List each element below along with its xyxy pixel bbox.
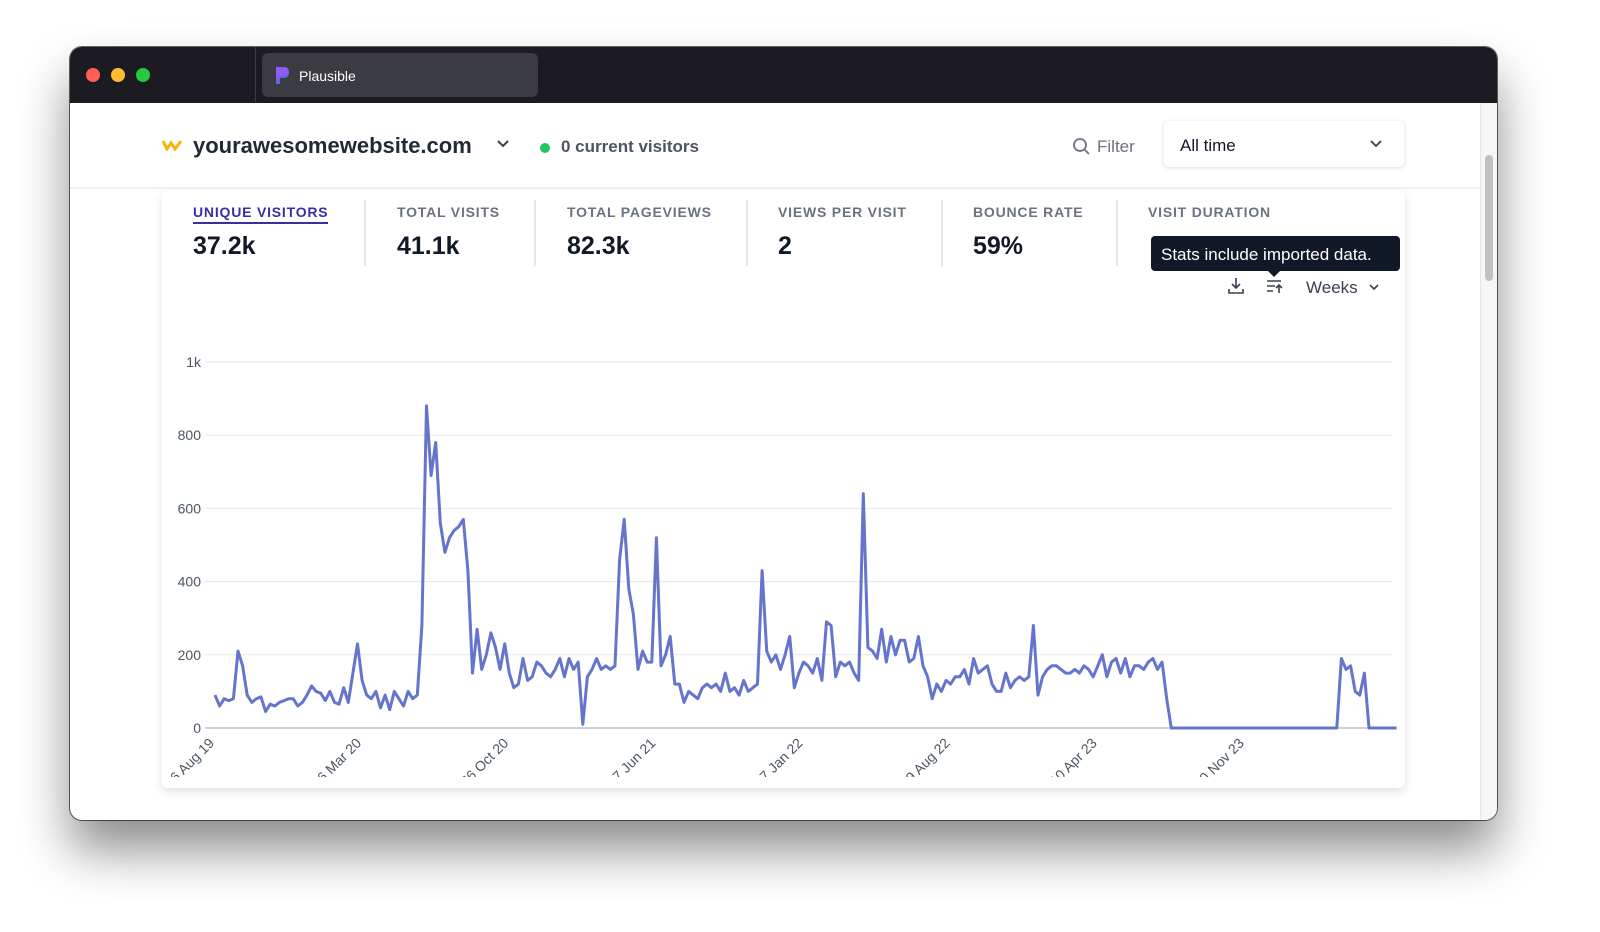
x-tick-label: 7 Jun 21 xyxy=(609,735,658,777)
interval-select[interactable]: Weeks xyxy=(1306,278,1358,297)
metric-value: 59% xyxy=(973,232,1024,260)
header: yourawesomewebsite.com 0 current visitor… xyxy=(70,103,1480,189)
line-series xyxy=(213,404,1397,730)
current-visitors[interactable]: 0 current visitors xyxy=(561,137,699,156)
tab-icon xyxy=(276,67,289,84)
site-chevron[interactable] xyxy=(496,139,510,149)
tab-separator xyxy=(255,47,256,103)
metric-value: 2 xyxy=(778,232,792,260)
period-label: All time xyxy=(1180,136,1236,155)
filter-button[interactable]: Filter xyxy=(1097,137,1135,156)
scrollbar xyxy=(1480,103,1497,820)
metric-separator xyxy=(746,200,748,266)
browser-window: Plausible yourawesomewebsite.com 0 curre… xyxy=(70,47,1497,820)
metric-label[interactable]: BOUNCE RATE xyxy=(973,204,1084,220)
site-name[interactable]: yourawesomewebsite.com xyxy=(193,133,472,158)
close-button[interactable] xyxy=(86,68,100,82)
search-icon xyxy=(1073,138,1090,155)
metric-separator xyxy=(1116,200,1118,266)
metric-label[interactable]: VIEWS PER VISIT xyxy=(778,204,907,220)
y-tick-label: 0 xyxy=(193,720,201,736)
metric-value: 41.1k xyxy=(397,232,460,260)
scrollbar-thumb[interactable] xyxy=(1485,155,1493,281)
x-tick-label: 26 Oct 20 xyxy=(457,735,511,777)
metric-label[interactable]: VISIT DURATION xyxy=(1148,204,1271,220)
metric-value: 82.3k xyxy=(567,232,630,260)
x-tick-label: 6 Aug 19 xyxy=(167,735,218,777)
live-dot xyxy=(540,143,550,153)
period-chevron xyxy=(1370,140,1382,148)
metric-label[interactable]: UNIQUE VISITORS xyxy=(193,204,329,224)
x-tick-label: 16 Mar 20 xyxy=(308,735,364,777)
period-select[interactable]: All time xyxy=(1164,121,1404,167)
y-tick-label: 800 xyxy=(178,427,202,443)
download-icon[interactable] xyxy=(1226,276,1246,296)
metric-label[interactable]: TOTAL PAGEVIEWS xyxy=(567,204,712,220)
interval-chevron[interactable] xyxy=(1368,283,1380,292)
x-tick-label: 10 Apr 23 xyxy=(1046,735,1100,777)
imported-data-icon[interactable] xyxy=(1265,276,1285,296)
y-tick-label: 400 xyxy=(178,574,202,590)
tooltip-arrow xyxy=(1267,270,1281,277)
site-favicon xyxy=(162,140,182,151)
chart: 0 200 400 600 800 1k 6 Aug 19 16 Mar 20 26 Oct 2… xyxy=(167,354,1397,777)
x-tick-label: 20 Nov 23 xyxy=(1191,735,1248,777)
x-tick-label: 17 Jan 22 xyxy=(751,735,806,777)
metric-separator xyxy=(941,200,943,266)
minimize-button[interactable] xyxy=(111,68,125,82)
zoom-button[interactable] xyxy=(136,68,150,82)
metric-separator xyxy=(534,200,536,266)
tab-title: Plausible xyxy=(299,68,356,84)
tooltip-text: Stats include imported data. xyxy=(1161,245,1372,264)
metric-value: 37.2k xyxy=(193,232,256,260)
stats-card: UNIQUE VISITORS 37.2k TOTAL VISITS 41.1k… xyxy=(162,190,1405,788)
title-bar: Plausible xyxy=(70,47,1497,103)
metric-separator xyxy=(364,200,366,266)
y-tick-label: 600 xyxy=(178,500,202,516)
y-tick-label: 1k xyxy=(186,354,202,370)
x-tick-label: 29 Aug 22 xyxy=(897,735,953,777)
tab[interactable]: Plausible xyxy=(262,53,538,97)
tooltip: Stats include imported data. xyxy=(1151,236,1400,277)
y-tick-label: 200 xyxy=(178,647,202,663)
metric-label[interactable]: TOTAL VISITS xyxy=(397,204,500,220)
